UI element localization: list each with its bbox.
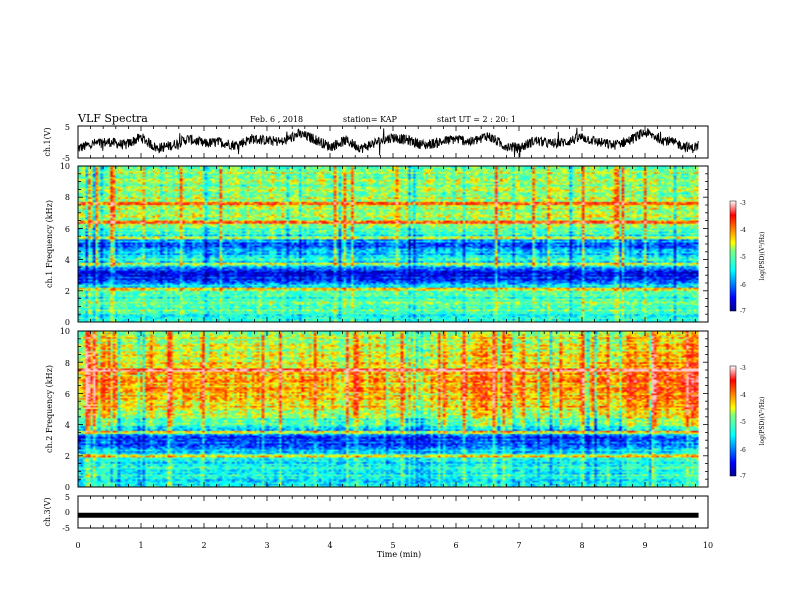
ch1-ytick-top: 5 xyxy=(65,123,70,132)
ch1-ytick-2: 2 xyxy=(65,287,70,296)
ch1-spectrogram-panel: 0 2 4 6 8 10 ch.1 Frequency (kHz) -3 -4 … xyxy=(45,162,766,327)
ch1-ytick-0: 0 xyxy=(65,318,70,327)
x-tick-label: 2 xyxy=(201,541,206,550)
start-ut-label: start UT = 2 : 20: 1 xyxy=(437,115,516,124)
x-tick-label: 9 xyxy=(642,541,647,550)
x-tick-label: 10 xyxy=(703,541,713,550)
ch2-cbtick-3: -3 xyxy=(740,365,746,372)
ch2-colorbar-label: log(PSD)(V²/Hz) xyxy=(759,397,766,446)
ch3-waveform-ylabel: ch.3(V) xyxy=(43,497,52,526)
x-axis-label: Time (min) xyxy=(377,550,421,559)
x-tick-label: 7 xyxy=(516,541,521,550)
ch1-waveform-line xyxy=(77,127,699,158)
ch3-ytick-bottom: -5 xyxy=(62,524,70,533)
ch1-cbtick-4: -4 xyxy=(740,227,746,234)
date-label: Feb. 6 , 2018 xyxy=(250,115,303,124)
x-tick-label: 6 xyxy=(453,541,458,550)
x-tick-label: 5 xyxy=(390,541,395,550)
ch1-ytick-bottom: -5 xyxy=(62,154,70,163)
ch2-spectrogram-ylabel: ch.2 Frequency (kHz) xyxy=(45,365,54,453)
ch2-ytick-4: 4 xyxy=(65,421,70,430)
ch3-ytick-top: 5 xyxy=(65,493,70,502)
spec2-raster xyxy=(78,331,699,487)
ch2-spectrogram-panel: 0 2 4 6 8 10 ch.2 Frequency (kHz) -3 -4 … xyxy=(45,327,766,492)
ch1-cbtick-6: -6 xyxy=(740,282,746,289)
ch2-ytick-10: 10 xyxy=(60,327,70,336)
ch2-spectrogram-ticks xyxy=(77,330,709,488)
ch1-cbtick-3: -3 xyxy=(740,200,746,207)
ch1-ytick-6: 6 xyxy=(65,225,70,234)
ch3-waveform-panel: 5 0 -5 ch.3(V) xyxy=(43,493,709,533)
spec1-raster xyxy=(78,166,699,322)
station-label: station= KAP xyxy=(343,115,398,124)
x-tick-labels: 0 1 2 3 4 5 6 7 8 9 10 xyxy=(75,541,713,550)
ch1-ytick-4: 4 xyxy=(65,256,70,265)
ch1-cbtick-7: -7 xyxy=(740,308,746,315)
x-tick-label: 1 xyxy=(138,541,143,550)
x-tick-label: 4 xyxy=(327,541,332,550)
ch1-colorbar: -3 -4 -5 -6 -7 log(PSD)(V²/Hz) xyxy=(729,200,766,315)
ch1-waveform-ticks xyxy=(77,126,709,158)
ch2-cbtick-4: -4 xyxy=(740,392,746,399)
ch2-ytick-6: 6 xyxy=(65,390,70,399)
x-tick-label: 3 xyxy=(264,541,269,550)
x-tick-label: 0 xyxy=(75,541,80,550)
ch1-spectrogram-image xyxy=(78,166,699,322)
ch2-cbtick-5: -5 xyxy=(740,419,746,426)
ch1-waveform-ylabel: ch.1(V) xyxy=(43,127,52,156)
ch1-waveform-panel: 5 -5 ch.1(V) xyxy=(43,123,709,163)
ch2-cbtick-6: -6 xyxy=(740,447,746,454)
ch1-ytick-8: 8 xyxy=(65,193,70,202)
ch2-colorbar-gradient xyxy=(729,365,737,477)
ch1-colorbar-gradient xyxy=(729,200,737,312)
figure-title: VLF Spectra xyxy=(77,112,148,125)
ch1-ytick-10: 10 xyxy=(60,162,70,171)
ch2-spectrogram-image xyxy=(78,331,699,487)
ch1-colorbar-label: log(PSD)(V²/Hz) xyxy=(759,232,766,281)
x-tick-label: 8 xyxy=(579,541,584,550)
ch2-colorbar: -3 -4 -5 -6 -7 log(PSD)(V²/Hz) xyxy=(729,365,766,480)
ch1-cbtick-5: -5 xyxy=(740,254,746,261)
ch2-ytick-8: 8 xyxy=(65,359,70,368)
ch2-ytick-0: 0 xyxy=(65,483,70,492)
ch2-cbtick-7: -7 xyxy=(740,473,746,480)
ch2-ytick-2: 2 xyxy=(65,452,70,461)
ch3-ytick-mid: 0 xyxy=(65,508,70,517)
ch1-spectrogram-ticks xyxy=(77,165,709,323)
ch3-waveform-ticks xyxy=(77,496,709,528)
ch1-spectrogram-ylabel: ch.1 Frequency (kHz) xyxy=(45,200,54,288)
